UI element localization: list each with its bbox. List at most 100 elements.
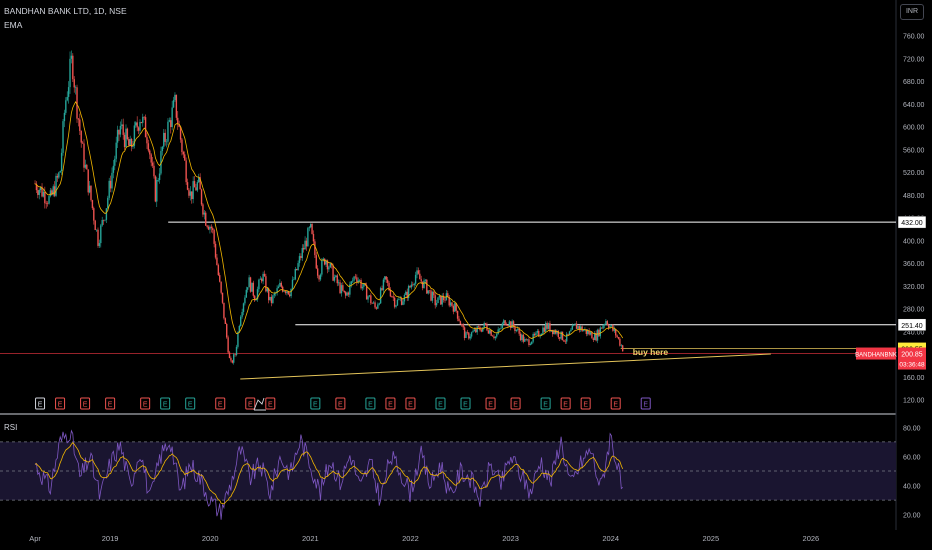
candle-body	[494, 336, 497, 339]
candle-body	[305, 240, 308, 247]
symbol-title: BANDHAN BANK LTD, 1D, NSE	[4, 6, 127, 16]
candle-body	[536, 330, 539, 333]
candle-body	[336, 275, 338, 284]
candle-body	[487, 330, 490, 334]
candle-body	[280, 282, 282, 287]
candle-body	[154, 176, 157, 202]
candle-body	[556, 331, 558, 334]
candle-body	[109, 180, 112, 189]
price-tick-label: 240.00	[903, 329, 925, 336]
candle-body	[512, 321, 515, 327]
currency-selector[interactable]: INR	[900, 4, 924, 20]
candle-body	[498, 328, 501, 330]
rsi-tick-label: 40.00	[903, 484, 921, 491]
candle-body	[367, 296, 369, 300]
candle-body	[210, 226, 213, 229]
candle-body	[241, 311, 243, 317]
candle-body	[93, 208, 95, 221]
candle-body	[356, 277, 358, 283]
candle-body	[247, 287, 249, 290]
candle-body	[80, 131, 82, 143]
candle-body	[372, 302, 375, 304]
candle-body	[237, 332, 239, 347]
candle-body	[283, 291, 285, 292]
candle-body	[610, 325, 613, 327]
buy-here-annotation: buy here	[633, 347, 669, 357]
candle-body	[591, 332, 593, 339]
candle-body	[386, 279, 389, 283]
candle-body	[133, 125, 136, 146]
candle-body	[360, 280, 362, 289]
candle-body	[407, 285, 410, 299]
candle-body	[461, 324, 463, 326]
candle-body	[416, 270, 418, 275]
candle-body	[504, 320, 506, 325]
candle-body	[594, 333, 596, 340]
candle-body	[295, 269, 298, 271]
candle-body	[573, 325, 575, 326]
candle-body	[400, 298, 403, 305]
candle-body	[465, 332, 467, 339]
earnings-marker-label: E	[563, 402, 568, 409]
candle-body	[326, 260, 329, 270]
earnings-marker-label: E	[143, 402, 148, 409]
candle-body	[192, 181, 194, 200]
candle-body	[449, 302, 452, 306]
candle-body	[440, 295, 442, 305]
candle-body	[466, 332, 469, 333]
candle-body	[281, 286, 284, 292]
earnings-marker-label: E	[58, 402, 63, 409]
candle-body	[219, 275, 221, 282]
candle-body	[493, 336, 495, 339]
earnings-marker	[640, 397, 651, 410]
rsi-band	[0, 441, 896, 501]
candle-body	[238, 325, 241, 333]
time-tick-label: 2025	[702, 534, 719, 543]
level-tag	[897, 215, 927, 229]
candle-body	[531, 341, 533, 345]
time-tick-label: 2022	[402, 534, 419, 543]
candle-body	[496, 334, 498, 337]
price-tick-label: 520.00	[903, 170, 925, 177]
candle-body	[427, 290, 429, 294]
candle-body	[431, 291, 434, 301]
candle-body	[545, 323, 547, 332]
earnings-marker	[580, 397, 591, 410]
candle-body	[216, 257, 218, 266]
candle-body	[116, 129, 119, 143]
candle-body	[63, 112, 66, 122]
candle-body	[217, 265, 220, 276]
current-price-label: 200.85	[901, 352, 923, 359]
earnings-marker-label: E	[543, 402, 548, 409]
earnings-marker-label: E	[38, 402, 43, 409]
candle-body	[342, 285, 344, 291]
earnings-marker	[435, 397, 446, 410]
candle-body	[389, 290, 392, 297]
candle-body	[564, 341, 567, 343]
candle-body	[307, 228, 309, 247]
candle-body	[328, 267, 330, 270]
candle-body	[186, 182, 189, 190]
candle-body	[254, 295, 256, 301]
candle-body	[53, 186, 56, 196]
horizontal-levels	[0, 221, 896, 354]
candle-body	[554, 330, 557, 334]
trendline	[240, 353, 771, 380]
candle-body	[476, 326, 478, 333]
candle-body	[417, 270, 420, 274]
candle-body	[177, 117, 179, 125]
candle-body	[354, 276, 357, 278]
candle-body	[538, 330, 540, 337]
candle-body	[291, 279, 294, 289]
price-tick-label: 600.00	[903, 125, 925, 132]
candle-body	[552, 329, 554, 335]
candle-body	[571, 325, 574, 330]
candle-body	[325, 260, 327, 265]
candle-body	[463, 327, 466, 339]
earnings-marker	[560, 397, 571, 410]
level-tag-label: 251.40	[901, 323, 923, 330]
candle-body	[227, 337, 229, 353]
candle-body	[74, 87, 77, 88]
candle-body	[163, 132, 165, 147]
